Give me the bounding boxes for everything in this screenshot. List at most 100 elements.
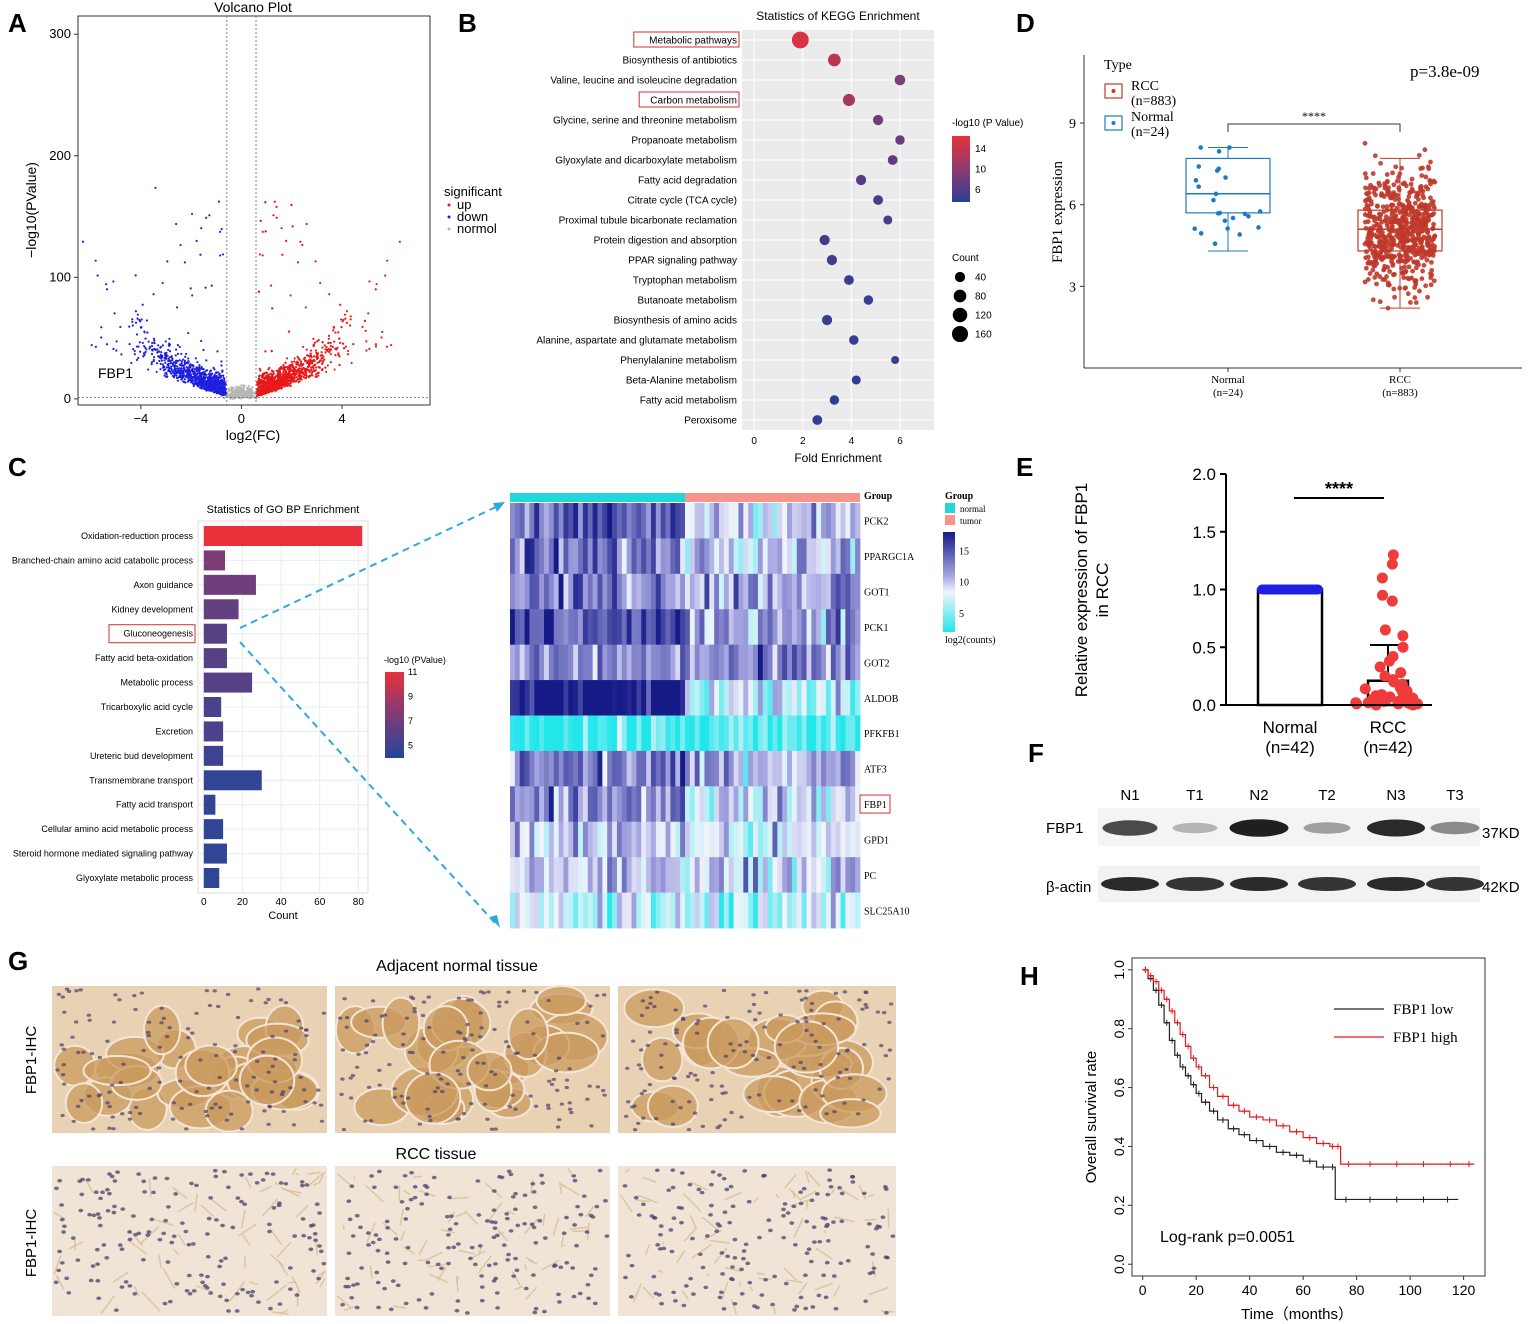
ihc-nucleus [404,1016,410,1020]
qpcr-point-rcc [1359,683,1371,695]
heatmap-cell [757,680,764,716]
go-term-label: Glyoxylate metabolic process [76,873,194,883]
heatmap-cell [534,750,540,787]
heatmap-cell [587,538,594,575]
heatmap-cell [743,821,749,858]
heatmap-cell [519,715,525,752]
ihc-nucleus [318,1103,324,1107]
heatmap-gene-label: ATF3 [864,765,887,776]
volcano-point-up [307,368,310,372]
heatmap-cell [767,609,773,646]
heatmap-cell [699,503,705,539]
heatmap-cell [840,538,846,575]
ihc-nucleus [546,1106,551,1110]
volcano-point-down [223,386,226,390]
ihc-nucleus [272,1080,278,1084]
ihc-nucleus [692,1111,698,1115]
heatmap-cell [738,786,744,823]
volcano-point-down [134,310,138,313]
ihc-nucleus [559,1102,565,1106]
heatmap-cell [830,892,837,929]
kegg-term-label: Citrate cycle (TCA cycle) [628,196,737,207]
ihc-nucleus [585,1020,590,1025]
volcano-point-up [296,261,300,264]
volcano-point-down [176,365,179,368]
qpcr-point-normal [1313,584,1323,595]
ihc-top-title: Adjacent normal tissue [376,958,538,975]
heatmap-cell [694,609,700,646]
heatmap-cell [767,680,773,716]
heatmap-cell [665,857,671,893]
volcano-point-down [193,368,197,371]
ihc-nucleus [844,1067,849,1072]
volcano-point-down [208,386,211,390]
heatmap-group-label: Group [864,491,893,502]
heatmap-cell [714,857,720,893]
volcano-point-up [337,331,340,334]
ihc-nucleus [233,1044,238,1048]
volcano-point-up [304,376,308,379]
heatmap-cell [660,821,666,858]
ihc-nucleus [545,1103,551,1107]
heatmap-cell [816,644,822,681]
volcano-point-down [183,374,186,377]
volcano-point-down [224,382,227,386]
ihc-nucleus [694,1022,699,1026]
ihc-nucleus [107,1126,112,1130]
ihc-nucleus [456,996,462,1000]
kegg-title: Statistics of KEGG Enrichment [756,9,920,23]
heatmap-cell [728,644,735,681]
ihc-nucleus [686,1074,691,1079]
heatmap-cell [782,857,788,893]
volcano-point-normol [243,393,246,396]
heatmap-cell [534,715,540,752]
heatmap-cell [641,503,647,539]
heatmap-cell [714,715,720,752]
ihc-nucleus [883,1054,889,1058]
kegg-colorbar-tick: 10 [975,165,987,176]
heatmap-cell [597,750,603,787]
heatmap-cell [806,786,812,823]
ihc-nucleus [142,1190,147,1194]
volcano-point-up [306,365,310,368]
volcano-point-down [209,373,212,376]
boxplot-point [1426,166,1432,172]
ihc-nucleus [179,1106,184,1110]
ihc-nucleus [819,1074,824,1079]
ihc-nucleus [97,1055,103,1060]
boxplot-point [1392,294,1397,300]
ihc-nucleus [887,1048,893,1052]
heatmap-cell [655,715,662,752]
boxplot-point [1431,203,1436,209]
heatmap-cell [777,892,783,929]
boxplot-point [1397,258,1403,264]
heatmap-cell [787,609,793,646]
boxplot-point [1425,294,1430,300]
heatmap-cell [816,821,822,858]
heatmap-cell [597,644,603,681]
ihc-nucleus [625,1066,630,1070]
qpcr-ylabel-line2: in RCC [1093,563,1112,618]
heatmap-cell [539,857,545,893]
heatmap-cell [719,715,725,752]
western-blot-lane-labels: N1 T1 N2 T2 N3 T3 [1120,787,1463,804]
heatmap-cell [597,786,603,823]
volcano-point-down [202,373,205,376]
heatmap-cell [646,786,652,823]
boxplot-point [1374,261,1380,266]
volcano-point-up [281,377,285,380]
heatmap-cell [514,892,521,929]
volcano-point-up [291,225,294,228]
heatmap-gene-label: GPD1 [864,835,889,846]
ihc-nucleus [567,1107,573,1111]
ihc-nucleus [157,1080,162,1084]
heatmap-cell [597,573,603,610]
go-colorbar-tick: 9 [408,692,413,702]
ihc-nucleus [510,1093,515,1097]
ihc-nucleus [751,993,756,997]
kegg-dotplot: Statistics of KEGG Enrichment Metabolic … [536,9,1023,465]
boxplot-point [1391,286,1397,292]
heatmap-cell [573,503,579,539]
ihc-nucleus [492,1027,497,1032]
heatmap-cell [762,715,769,752]
